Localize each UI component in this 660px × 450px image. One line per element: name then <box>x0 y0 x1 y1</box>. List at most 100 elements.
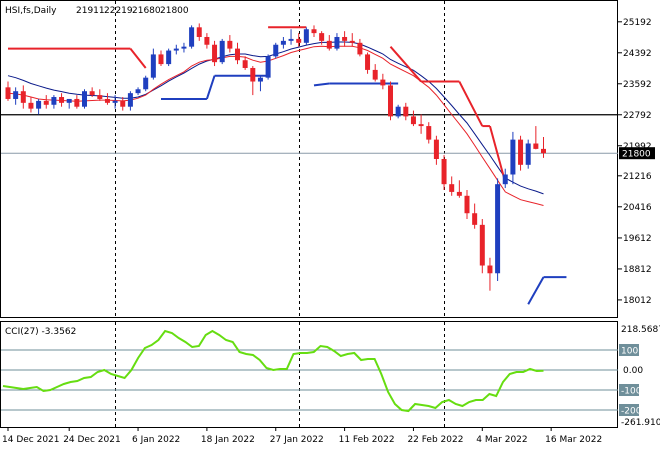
candle-body <box>43 100 49 105</box>
candle-body <box>403 106 409 117</box>
header-high: 22219 <box>104 6 133 16</box>
cci-layer <box>2 329 544 413</box>
stop-down-segment <box>389 46 422 83</box>
price-tick-label: 20416 <box>623 203 652 213</box>
candle-body <box>250 67 256 82</box>
candle-body <box>426 126 432 140</box>
cci-level-label: -100 <box>621 387 642 397</box>
candle-body <box>13 91 19 99</box>
candle-body <box>227 40 233 49</box>
axes-layer: 25192 24392 23592 22792 21992 21216 20416 19612… <box>2 18 660 445</box>
stop-up-segment <box>313 82 330 87</box>
header-low: 21680 <box>132 6 161 16</box>
x-tick-label: 16 Mar 2022 <box>545 435 602 445</box>
cci-level-box <box>619 404 639 416</box>
price-tick-label: 19612 <box>623 234 652 244</box>
cci-level-label: -200 <box>621 407 642 417</box>
stop-up-segment <box>205 75 216 100</box>
candle-body <box>120 100 126 107</box>
x-tick-label: 24 Dec 2021 <box>63 435 120 445</box>
candle-body <box>441 159 447 185</box>
stop-down-segment <box>458 81 484 127</box>
candle-body <box>525 143 531 165</box>
candle-body <box>265 56 271 78</box>
candle-body <box>135 89 141 94</box>
candle-body <box>127 93 133 107</box>
candle-body <box>82 91 87 107</box>
candle-body <box>288 38 294 41</box>
candle-body <box>326 40 332 49</box>
candle-body <box>51 97 57 105</box>
cci-level-box <box>619 384 639 396</box>
candle-body <box>143 77 149 90</box>
x-tick-label: 6 Jan 2022 <box>132 435 180 445</box>
candle-body <box>541 148 546 154</box>
last-price-box <box>619 147 655 160</box>
price-layer <box>5 23 567 305</box>
cci-level-box <box>619 344 639 356</box>
candle-body <box>487 265 493 274</box>
candle-body <box>235 48 240 61</box>
candle-body <box>479 224 485 266</box>
candle-body <box>20 91 26 103</box>
candle-body <box>357 42 363 55</box>
price-tick-label: 25192 <box>623 18 652 28</box>
candle-body <box>365 54 371 70</box>
candle-body <box>158 54 164 65</box>
x-tick-label: 18 Jan 2022 <box>201 435 255 445</box>
candle-body <box>433 139 439 159</box>
candle-body <box>89 91 95 96</box>
ma-fast-line <box>7 45 544 206</box>
candle-body <box>303 29 309 43</box>
candle-body <box>257 77 263 82</box>
candle-body <box>456 191 462 196</box>
cci-top-label: 218.5687 <box>621 325 660 335</box>
candle-body <box>449 184 455 192</box>
candle-body <box>410 116 416 125</box>
candle-body <box>189 27 195 47</box>
candle-body <box>518 139 524 165</box>
candle-body <box>349 40 355 43</box>
x-tick-label: 4 Mar 2022 <box>476 435 527 445</box>
header-close: 21800 <box>160 6 189 16</box>
price-tick-label: 23592 <box>623 80 652 90</box>
x-tick-label: 14 Dec 2021 <box>2 435 60 445</box>
x-tick-label: 22 Feb 2022 <box>407 435 463 445</box>
candle-body <box>166 50 172 65</box>
candle-body <box>273 44 279 57</box>
candle-body <box>296 38 302 43</box>
cci-line <box>2 329 544 413</box>
candle-body <box>173 48 179 51</box>
price-tick-label: 18012 <box>623 296 652 306</box>
candle-body <box>319 33 325 41</box>
candle-body <box>388 85 393 117</box>
candle-body <box>464 195 470 214</box>
cci-bottom-label: -261.9108 <box>621 418 660 428</box>
cci-title: CCI(27) -3.3562 <box>5 327 76 337</box>
candle-body <box>181 46 187 49</box>
candle-body <box>112 100 118 103</box>
candle-body <box>212 44 218 63</box>
candle-body <box>395 106 401 117</box>
price-tick-label: 21992 <box>623 142 652 152</box>
cci-level-label: 100 <box>621 347 638 357</box>
candle-body <box>495 184 501 274</box>
candle-body <box>59 97 65 103</box>
x-tick-label: 27 Jan 2022 <box>270 435 324 445</box>
candle-body <box>242 60 248 68</box>
candle-body <box>196 27 202 37</box>
price-tick-label: 22792 <box>623 111 652 121</box>
stop-up-segment <box>527 276 545 305</box>
candle-body <box>472 213 478 225</box>
candle-body <box>510 139 516 175</box>
candle-body <box>150 54 156 78</box>
candle-body <box>418 124 424 127</box>
candle-body <box>502 174 508 185</box>
price-tick-label: 18812 <box>623 265 652 275</box>
candle-body <box>372 69 378 80</box>
header-open: 21911 <box>76 6 105 16</box>
candle-body <box>311 29 317 34</box>
cci-level-label: 0.00 <box>623 366 643 376</box>
candle-body <box>380 79 386 86</box>
